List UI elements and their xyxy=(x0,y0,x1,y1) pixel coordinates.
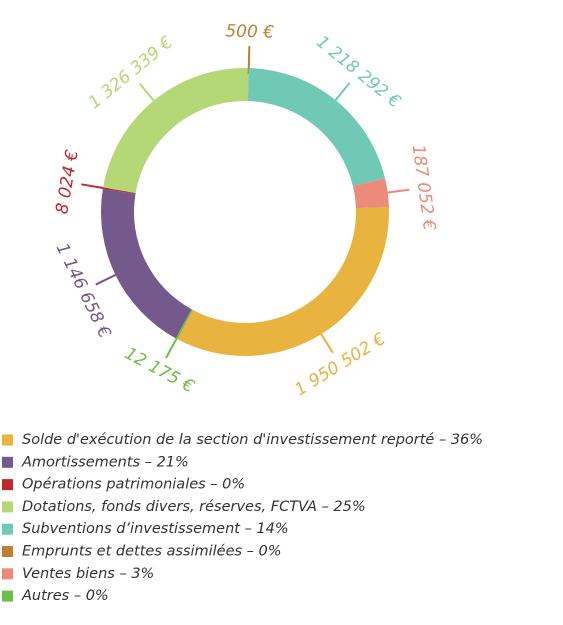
donut-segment xyxy=(247,68,386,187)
legend-swatch xyxy=(2,523,13,535)
legend-label: Solde d'exécution de la section d'invest… xyxy=(22,432,483,448)
value-label: 1 146 658 € xyxy=(52,240,115,341)
legend-swatch xyxy=(2,434,13,446)
leader-line xyxy=(317,328,334,354)
legend-label: Ventes biens – 3% xyxy=(22,566,154,582)
legend-label: Subventions d’investissement – 14% xyxy=(22,521,289,537)
leader-line xyxy=(139,82,159,106)
legend-label: Autres – 0% xyxy=(21,588,109,604)
donut-segment xyxy=(103,67,249,194)
value-label: 12 175 € xyxy=(121,344,197,398)
value-label: 8 024 € xyxy=(52,148,83,215)
legend-swatch xyxy=(2,546,13,557)
legend-label: Opérations patrimoniales – 0% xyxy=(22,477,245,493)
leader-line xyxy=(165,332,181,359)
leader-line xyxy=(81,183,110,190)
donut-segment xyxy=(177,206,390,357)
donut-segment xyxy=(101,188,192,339)
leader-line xyxy=(247,46,251,75)
donut-segment xyxy=(352,178,389,209)
donut-segment xyxy=(102,187,136,194)
legend-swatch xyxy=(2,479,13,491)
legend-swatch xyxy=(2,501,13,513)
legend-swatch xyxy=(2,456,13,468)
value-label: 500 € xyxy=(225,21,274,42)
legend-swatch xyxy=(2,568,13,580)
leader-line xyxy=(331,82,351,106)
legend-label: Emprunts et dettes assimilées – 0% xyxy=(22,544,282,560)
donut-segment xyxy=(175,309,193,340)
donut-segment xyxy=(247,68,249,102)
value-label: 187 052 € xyxy=(408,143,440,232)
legend-label: Dotations, fonds divers, réserves, FCTVA… xyxy=(22,499,366,515)
legend-swatch xyxy=(2,590,13,602)
leader-line xyxy=(95,271,122,286)
legend-label: Amortissements – 21% xyxy=(21,454,189,470)
leader-line xyxy=(381,188,410,195)
